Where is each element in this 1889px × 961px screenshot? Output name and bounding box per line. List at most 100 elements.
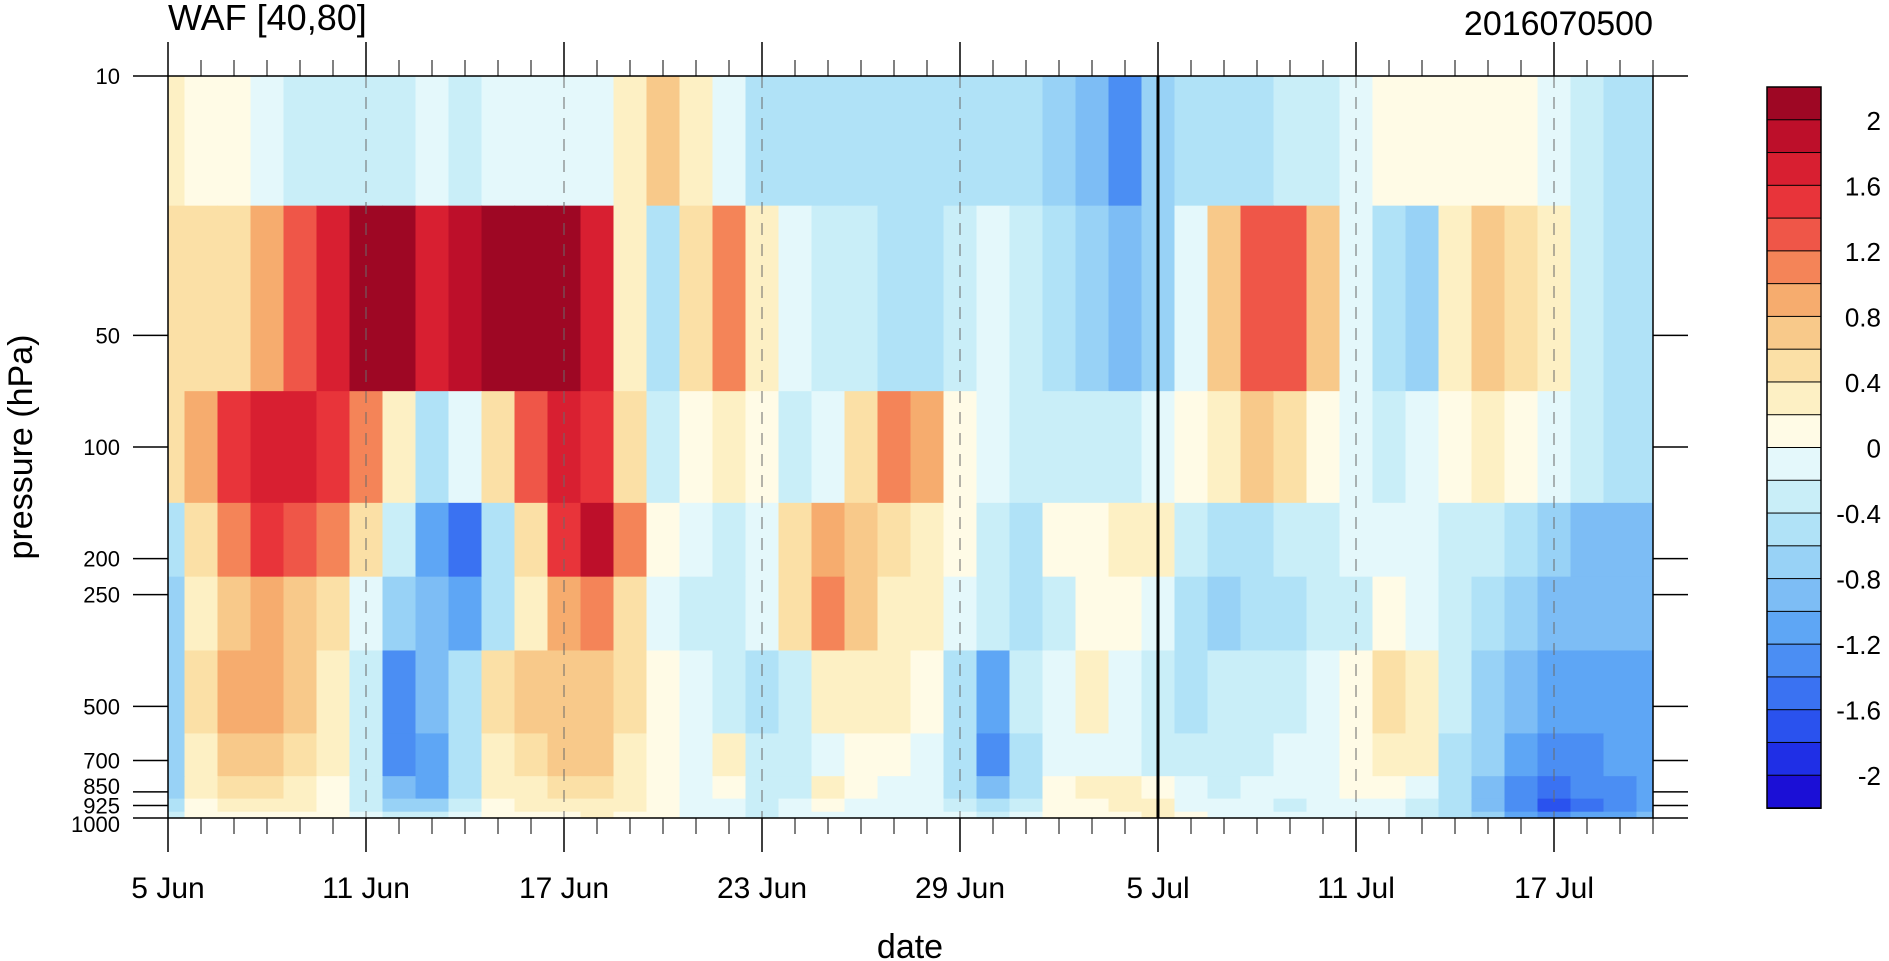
- heat-cell: [1075, 76, 1110, 207]
- heat-cell: [1306, 650, 1341, 735]
- heat-cell: [646, 391, 681, 504]
- heat-cell: [910, 650, 945, 735]
- heat-cell: [168, 650, 186, 735]
- heat-cell: [415, 502, 450, 578]
- heat-cell: [481, 798, 516, 813]
- heat-cell: [1207, 502, 1242, 578]
- heat-cell: [1042, 576, 1077, 652]
- heat-cell: [1075, 576, 1110, 652]
- heat-cell: [316, 205, 351, 392]
- heat-cell: [712, 502, 747, 578]
- y-tick-label: 500: [83, 694, 120, 719]
- heat-cell: [712, 776, 747, 800]
- heat-cell: [1075, 650, 1110, 735]
- colorbar-swatch: [1766, 610, 1822, 646]
- heat-cell: [778, 391, 813, 504]
- heat-cell: [1174, 76, 1209, 207]
- heat-cell: [844, 733, 879, 777]
- heat-cell: [1636, 576, 1653, 652]
- heat-cell: [250, 205, 285, 392]
- heat-cell: [1009, 391, 1044, 504]
- heat-cell: [316, 76, 351, 207]
- heat-cell: [1042, 650, 1077, 735]
- heatmap-field: [168, 76, 1653, 818]
- heat-cell: [382, 811, 417, 818]
- heat-cell: [1636, 776, 1653, 800]
- heat-cell: [382, 205, 417, 392]
- colorbar-swatch: [1766, 119, 1822, 154]
- heat-cell: [184, 798, 219, 813]
- heat-cell: [1471, 811, 1506, 818]
- heat-cell: [184, 502, 219, 578]
- heat-cell: [811, 76, 846, 207]
- heat-cell: [1075, 502, 1110, 578]
- heat-cell: [844, 776, 879, 800]
- heat-cell: [168, 76, 186, 207]
- x-tick-label: 17 Jun: [519, 872, 609, 905]
- x-tick-label: 23 Jun: [717, 872, 807, 905]
- heat-cell: [580, 776, 615, 800]
- heat-cell: [481, 576, 516, 652]
- heat-cell: [844, 76, 879, 207]
- heat-cell: [1075, 798, 1110, 813]
- heat-cell: [1306, 76, 1341, 207]
- heat-cell: [184, 776, 219, 800]
- heat-cell: [778, 776, 813, 800]
- heat-cell: [976, 733, 1011, 777]
- colorbar-label: -0.4: [1836, 499, 1881, 529]
- heat-cell: [976, 811, 1011, 818]
- heat-cell: [976, 205, 1011, 392]
- heat-cell: [415, 205, 450, 392]
- heat-cell: [679, 391, 714, 504]
- heat-cell: [481, 733, 516, 777]
- heat-cell: [1438, 502, 1473, 578]
- heat-cell: [1504, 576, 1539, 652]
- heat-cell: [283, 776, 318, 800]
- heat-cell: [877, 205, 912, 392]
- heat-cell: [646, 798, 681, 813]
- heat-cell: [811, 811, 846, 818]
- heat-cell: [712, 391, 747, 504]
- heat-cell: [1240, 205, 1275, 392]
- heat-cell: [844, 811, 879, 818]
- heat-cell: [580, 205, 615, 392]
- heat-cell: [712, 576, 747, 652]
- heat-cell: [613, 576, 648, 652]
- heat-cell: [1504, 391, 1539, 504]
- heat-cell: [1504, 76, 1539, 207]
- heat-cell: [877, 650, 912, 735]
- heat-cell: [1009, 650, 1044, 735]
- heat-cell: [1471, 776, 1506, 800]
- heat-cell: [1570, 76, 1605, 207]
- heat-cell: [1471, 650, 1506, 735]
- heat-cell: [1174, 576, 1209, 652]
- heat-cell: [580, 76, 615, 207]
- heat-cell: [778, 76, 813, 207]
- x-tick-label: 5 Jul: [1126, 872, 1189, 905]
- heat-cell: [1042, 205, 1077, 392]
- heat-cell: [250, 776, 285, 800]
- heat-cell: [1273, 391, 1308, 504]
- heat-cell: [1009, 576, 1044, 652]
- heat-cell: [613, 205, 648, 392]
- heat-cell: [1372, 205, 1407, 392]
- heat-cell: [1009, 811, 1044, 818]
- heat-cell: [1174, 502, 1209, 578]
- heat-cell: [679, 576, 714, 652]
- heat-cell: [448, 650, 483, 735]
- heat-cell: [910, 576, 945, 652]
- heat-cell: [250, 76, 285, 207]
- colorbar-label: 0: [1867, 434, 1881, 464]
- heat-cell: [382, 391, 417, 504]
- heat-cell: [514, 811, 549, 818]
- heat-cell: [943, 798, 978, 813]
- heat-cell: [1009, 502, 1044, 578]
- heat-cell: [1471, 502, 1506, 578]
- colorbar-swatch: [1766, 578, 1822, 613]
- colorbar-frame: [1766, 86, 1822, 809]
- heat-cell: [580, 811, 615, 818]
- heat-cell: [712, 650, 747, 735]
- heat-cell: [316, 391, 351, 504]
- heat-cell: [1108, 798, 1143, 813]
- heat-cell: [1207, 811, 1242, 818]
